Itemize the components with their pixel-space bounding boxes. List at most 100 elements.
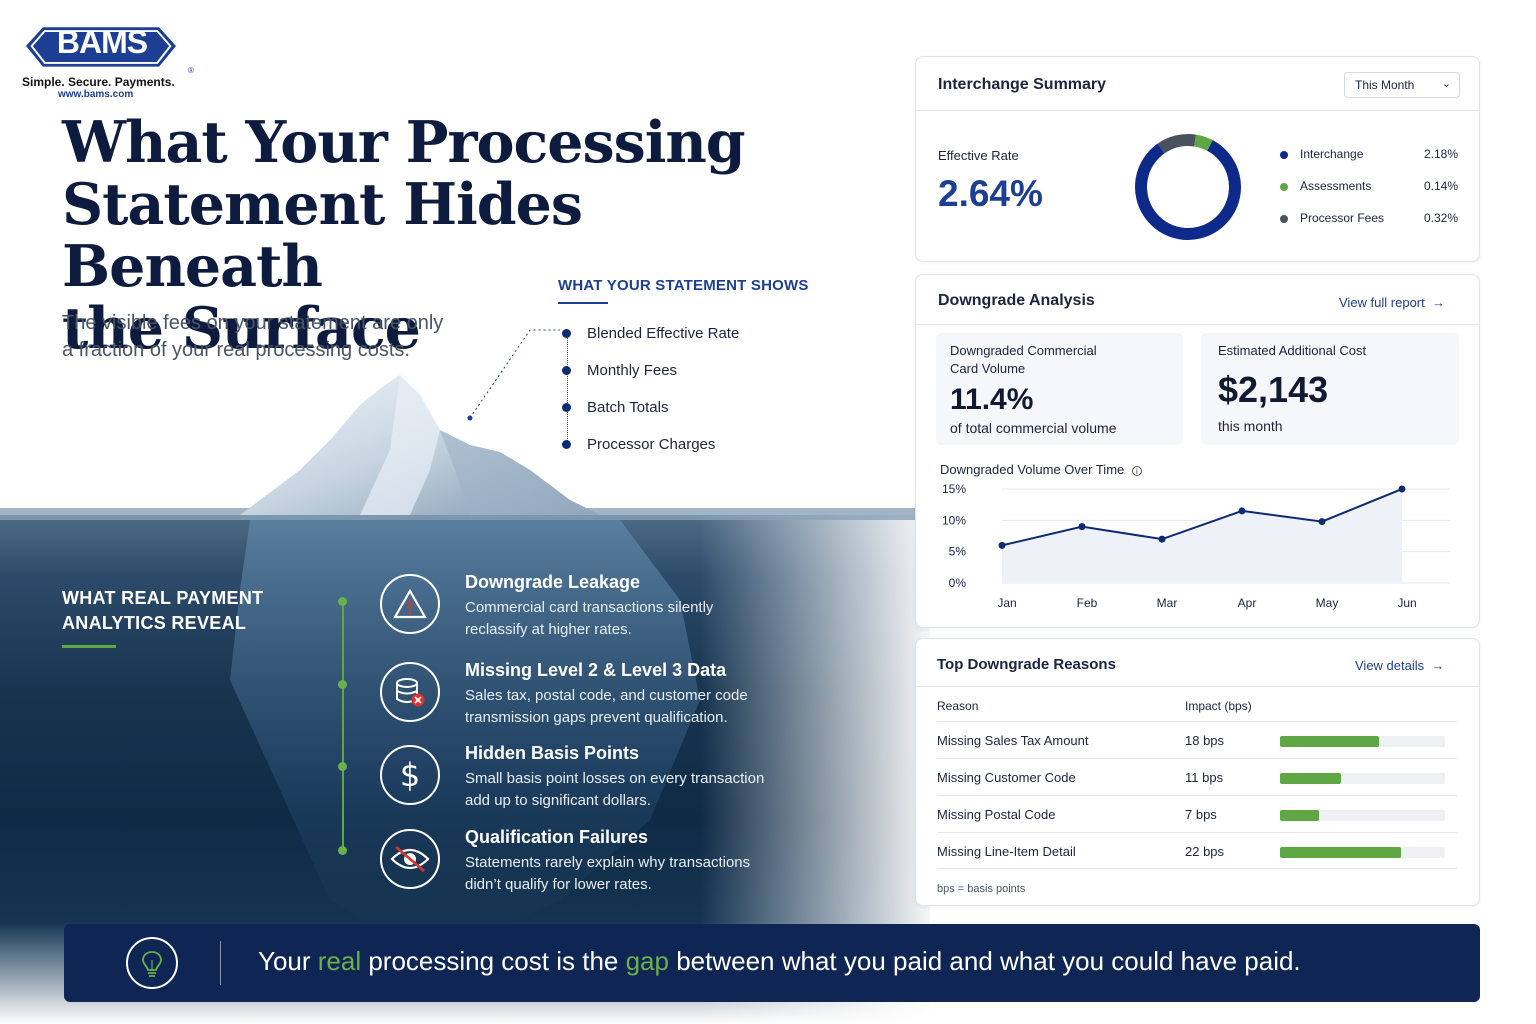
table-row[interactable]: Missing Customer Code 11 bps [937, 758, 1457, 795]
banner-highlight: real [317, 946, 362, 976]
effective-rate-label: Effective Rate [938, 148, 1019, 163]
reveal-title-line-1: WHAT REAL PAYMENT [62, 588, 264, 608]
reveal-item-title: Downgrade Leakage [465, 572, 641, 592]
reveal-item-desc: Sales tax, postal code, and customer cod… [465, 685, 795, 729]
column-header-impact[interactable]: Impact (bps) [1185, 699, 1252, 713]
eye-off-icon [380, 829, 440, 889]
donut-slice-assessments [1135, 134, 1241, 241]
statement-item: Monthly Fees [562, 360, 677, 380]
metric-label: Estimated Additional Cost [1218, 343, 1367, 358]
reveal-item-desc: Small basis point losses on every transa… [465, 768, 795, 812]
bullet-dot [562, 402, 571, 412]
downgrade-analysis-card: Downgrade Analysis View full report → Do… [915, 274, 1480, 628]
impact-cell: 11 bps [1185, 770, 1224, 785]
card-title: Interchange Summary [938, 76, 1107, 93]
timeline-dot [338, 846, 347, 855]
impact-bar [1280, 847, 1401, 858]
downgraded-volume-chart: 0% 5% 10% 15% Jan Feb Mar Apr May Jun [942, 482, 1450, 610]
chart-point-may[interactable] [1318, 518, 1326, 526]
donut-slice-processor-fees [1135, 134, 1241, 241]
bams-logo[interactable]: BAMS ® Simple. Secure. Payments. www.bam… [22, 18, 194, 100]
impact-cell: 7 bps [1185, 807, 1217, 822]
footnote: bps = basis points [937, 883, 1026, 895]
legend-dot [1280, 151, 1288, 159]
statement-item-label: Processor Charges [587, 435, 716, 453]
chart-point-apr[interactable] [1238, 507, 1246, 515]
impact-bar [1280, 810, 1319, 821]
chart-point-jan[interactable] [998, 541, 1006, 549]
donut-slice-interchange [1135, 134, 1241, 241]
timeline-dot [338, 762, 347, 771]
effective-rate-value: 2.64% [938, 173, 1043, 214]
view-details-link[interactable]: View details → [1355, 658, 1444, 673]
y-tick-label: 10% [942, 513, 966, 527]
impact-bar-track [1280, 810, 1445, 821]
chart-point-feb[interactable] [1078, 523, 1086, 531]
bullet-dot [562, 365, 571, 375]
top-downgrade-reasons-card: Top Downgrade Reasons View details → Rea… [915, 638, 1480, 906]
bullet-dot [562, 328, 571, 338]
reveal-item-title: Hidden Basis Points [465, 743, 640, 763]
title-line-2: Statement Hides Beneath [62, 171, 583, 300]
card-divider [916, 110, 1479, 111]
banner-highlight: gap [625, 946, 669, 976]
x-tick-label: Mar [1157, 596, 1178, 610]
link-label: View details [1355, 658, 1425, 673]
banner-text-part: between what you paid and what you could… [668, 946, 1301, 976]
reason-cell: Missing Postal Code [937, 807, 1056, 822]
subhead-line-1: The visible fees on your statement are o… [62, 312, 444, 334]
banner-text-part: processing cost is the [361, 946, 626, 976]
column-header-reason[interactable]: Reason [937, 699, 979, 713]
logo-url[interactable]: www.bams.com [58, 89, 134, 100]
legend-assessments: Assessments 0.14% [1278, 179, 1458, 195]
banner-text-part: Your [258, 946, 318, 976]
subhead-line-2: a fraction of your real processing costs… [62, 339, 410, 361]
statement-shows-title: WHAT YOUR STATEMENT SHOWS [558, 277, 809, 294]
reveal-item-desc: Commercial card transactions silently rec… [465, 597, 795, 641]
card-title: Downgrade Analysis [938, 292, 1095, 309]
x-tick-label: Feb [1077, 596, 1098, 610]
chart-point-mar[interactable] [1158, 535, 1166, 543]
arrow-right-icon: → [1427, 658, 1445, 673]
chart-title-text: Downgraded Volume Over Time [940, 462, 1125, 477]
y-tick-label: 5% [949, 545, 967, 559]
timeline-dot [338, 680, 347, 689]
title-line-3: the Surface [62, 295, 421, 362]
table-row[interactable]: Missing Line-Item Detail 22 bps [937, 832, 1457, 869]
legend-value: 0.32% [1423, 211, 1458, 225]
legend-label: Processor Fees [1300, 211, 1385, 225]
info-icon[interactable]: i [1131, 466, 1142, 476]
chart-point-jun[interactable] [1398, 485, 1406, 493]
desc-line: transmission gaps prevent qualification. [465, 709, 728, 726]
statement-item: Blended Effective Rate [562, 323, 739, 343]
banner-divider [220, 941, 221, 985]
metric-sub: this month [1218, 418, 1283, 434]
desc-line: Commercial card transactions silently [465, 599, 714, 616]
database-error-icon [380, 662, 440, 722]
x-tick-label: Apr [1238, 596, 1257, 610]
chart-series-line [1001, 488, 1403, 547]
period-select[interactable]: This Month ⌄ [1344, 72, 1460, 98]
interchange-summary-card: Interchange Summary This Month ⌄ Effecti… [915, 56, 1480, 262]
bullet-dot [562, 439, 571, 449]
table-row[interactable]: Missing Postal Code 7 bps [937, 795, 1457, 832]
title-line-1: What Your Processing [62, 109, 746, 176]
legend-interchange: Interchange 2.18% [1278, 147, 1458, 163]
metric-label: Downgraded Commercial Card Volume [950, 342, 1097, 378]
warning-icon [380, 574, 440, 634]
statement-shows-underline [558, 302, 608, 304]
view-full-report-link[interactable]: View full report → [1339, 295, 1445, 310]
reason-cell: Missing Line-Item Detail [937, 844, 1076, 859]
table-row[interactable]: Missing Sales Tax Amount 18 bps [937, 721, 1457, 758]
rate-donut-chart [1135, 134, 1241, 241]
reveal-item-desc: Statements rarely explain why transactio… [465, 852, 795, 896]
arrow-right-icon: → [1428, 295, 1445, 310]
metric-value: $2,143 [1218, 369, 1329, 410]
logo-registered-mark: ® [188, 66, 194, 75]
desc-line: reclassify at higher rates. [465, 621, 632, 638]
reveal-timeline [342, 600, 344, 852]
label-line: Downgraded Commercial [950, 343, 1097, 358]
subheading: The visible fees on your statement are o… [62, 310, 482, 364]
desc-line: Small basis point losses on every transa… [465, 770, 765, 787]
chart-title: Downgraded Volume Over Time i [940, 461, 1142, 479]
